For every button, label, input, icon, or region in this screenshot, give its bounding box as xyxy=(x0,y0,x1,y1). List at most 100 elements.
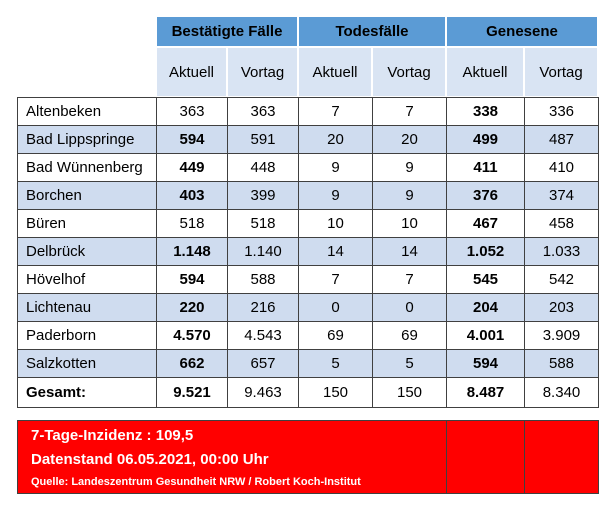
table-row: Paderborn 4.570 4.543 69 69 4.001 3.909 xyxy=(17,321,599,350)
deaths-previous: 9 xyxy=(372,181,447,210)
deaths-previous: 7 xyxy=(372,265,447,294)
footer-empty-cell-recovered-current xyxy=(446,420,525,494)
recovered-current: 545 xyxy=(446,265,525,294)
recovered-previous: 3.909 xyxy=(524,321,599,350)
table-row: Altenbeken 363 363 7 7 338 336 xyxy=(17,97,599,126)
municipality-name: Salzkotten xyxy=(17,349,157,378)
total-label: Gesamt: xyxy=(17,377,157,408)
confirmed-current: 363 xyxy=(156,97,228,126)
deaths-current: 20 xyxy=(298,125,373,154)
source-text: Quelle: Landeszentrum Gesundheit NRW / R… xyxy=(31,476,361,488)
footer-info-box xyxy=(17,420,447,494)
deaths-current: 10 xyxy=(298,209,373,238)
table-row: Bad Lippspringe 594 591 20 20 499 487 xyxy=(17,125,599,154)
municipality-name: Bad Lippspringe xyxy=(17,125,157,154)
recovered-current: 204 xyxy=(446,293,525,322)
deaths-previous: 0 xyxy=(372,293,447,322)
recovered-current: 4.001 xyxy=(446,321,525,350)
deaths-current: 9 xyxy=(298,153,373,182)
footer-empty-cell-recovered-previous xyxy=(524,420,599,494)
subheader-confirmed-previous: Vortag xyxy=(227,47,298,97)
confirmed-previous: 657 xyxy=(227,349,299,378)
incidence-text: 7-Tage-Inzidenz : 109,5 xyxy=(31,427,194,444)
deaths-current: 7 xyxy=(298,265,373,294)
table-row: Hövelhof 594 588 7 7 545 542 xyxy=(17,265,599,294)
municipality-name: Hövelhof xyxy=(17,265,157,294)
deaths-current: 9 xyxy=(298,181,373,210)
recovered-previous: 1.033 xyxy=(524,237,599,266)
subheader-recovered-previous: Vortag xyxy=(524,47,598,97)
recovered-current: 1.052 xyxy=(446,237,525,266)
deaths-current: 5 xyxy=(298,349,373,378)
recovered-previous: 203 xyxy=(524,293,599,322)
recovered-current: 376 xyxy=(446,181,525,210)
municipality-name: Bad Wünnenberg xyxy=(17,153,157,182)
confirmed-previous: 1.140 xyxy=(227,237,299,266)
table-row: Delbrück 1.148 1.140 14 14 1.052 1.033 xyxy=(17,237,599,266)
subheader-deaths-current: Aktuell xyxy=(298,47,372,97)
recovered-current: 411 xyxy=(446,153,525,182)
confirmed-current: 594 xyxy=(156,265,228,294)
deaths-current: 69 xyxy=(298,321,373,350)
confirmed-previous: 4.543 xyxy=(227,321,299,350)
table-row: Büren 518 518 10 10 467 458 xyxy=(17,209,599,238)
confirmed-previous: 448 xyxy=(227,153,299,182)
table-row: Salzkotten 662 657 5 5 594 588 xyxy=(17,349,599,378)
confirmed-current: 594 xyxy=(156,125,228,154)
deaths-current: 14 xyxy=(298,237,373,266)
deaths-current: 7 xyxy=(298,97,373,126)
deaths-previous: 5 xyxy=(372,349,447,378)
confirmed-previous: 216 xyxy=(227,293,299,322)
recovered-previous: 542 xyxy=(524,265,599,294)
municipality-name: Paderborn xyxy=(17,321,157,350)
confirmed-previous: 518 xyxy=(227,209,299,238)
municipality-name: Altenbeken xyxy=(17,97,157,126)
confirmed-current: 518 xyxy=(156,209,228,238)
recovered-previous: 336 xyxy=(524,97,599,126)
header-deaths: Todesfälle xyxy=(298,16,446,47)
recovered-current: 338 xyxy=(446,97,525,126)
table-row: Bad Wünnenberg 449 448 9 9 411 410 xyxy=(17,153,599,182)
recovered-previous: 588 xyxy=(524,349,599,378)
deaths-previous: 69 xyxy=(372,321,447,350)
deaths-previous: 10 xyxy=(372,209,447,238)
total-confirmed-previous: 9.463 xyxy=(227,377,299,408)
subheader-recovered-current: Aktuell xyxy=(446,47,524,97)
recovered-current: 499 xyxy=(446,125,525,154)
total-row: Gesamt: 9.521 9.463 150 150 8.487 8.340 xyxy=(17,377,599,408)
confirmed-previous: 399 xyxy=(227,181,299,210)
total-deaths-previous: 150 xyxy=(372,377,447,408)
recovered-current: 467 xyxy=(446,209,525,238)
confirmed-current: 220 xyxy=(156,293,228,322)
data-date-text: Datenstand 06.05.2021, 00:00 Uhr xyxy=(31,451,269,468)
covid-statistics-table: Altenbeken 363 363 7 7 338 336 Bad Lipps… xyxy=(17,97,599,408)
subheader-deaths-previous: Vortag xyxy=(372,47,446,97)
total-confirmed-current: 9.521 xyxy=(156,377,228,408)
total-deaths-current: 150 xyxy=(298,377,373,408)
deaths-previous: 20 xyxy=(372,125,447,154)
total-recovered-previous: 8.340 xyxy=(524,377,599,408)
deaths-previous: 7 xyxy=(372,97,447,126)
recovered-previous: 487 xyxy=(524,125,599,154)
deaths-previous: 9 xyxy=(372,153,447,182)
confirmed-previous: 591 xyxy=(227,125,299,154)
confirmed-previous: 588 xyxy=(227,265,299,294)
municipality-name: Delbrück xyxy=(17,237,157,266)
subheader-confirmed-current: Aktuell xyxy=(156,47,227,97)
header-recovered: Genesene xyxy=(446,16,598,47)
confirmed-current: 1.148 xyxy=(156,237,228,266)
confirmed-current: 662 xyxy=(156,349,228,378)
confirmed-previous: 363 xyxy=(227,97,299,126)
recovered-previous: 458 xyxy=(524,209,599,238)
municipality-name: Borchen xyxy=(17,181,157,210)
deaths-current: 0 xyxy=(298,293,373,322)
confirmed-current: 4.570 xyxy=(156,321,228,350)
table-row: Borchen 403 399 9 9 376 374 xyxy=(17,181,599,210)
header-confirmed-cases: Bestätigte Fälle xyxy=(156,16,298,47)
table-row: Lichtenau 220 216 0 0 204 203 xyxy=(17,293,599,322)
deaths-previous: 14 xyxy=(372,237,447,266)
recovered-previous: 374 xyxy=(524,181,599,210)
recovered-previous: 410 xyxy=(524,153,599,182)
municipality-name: Büren xyxy=(17,209,157,238)
municipality-name: Lichtenau xyxy=(17,293,157,322)
